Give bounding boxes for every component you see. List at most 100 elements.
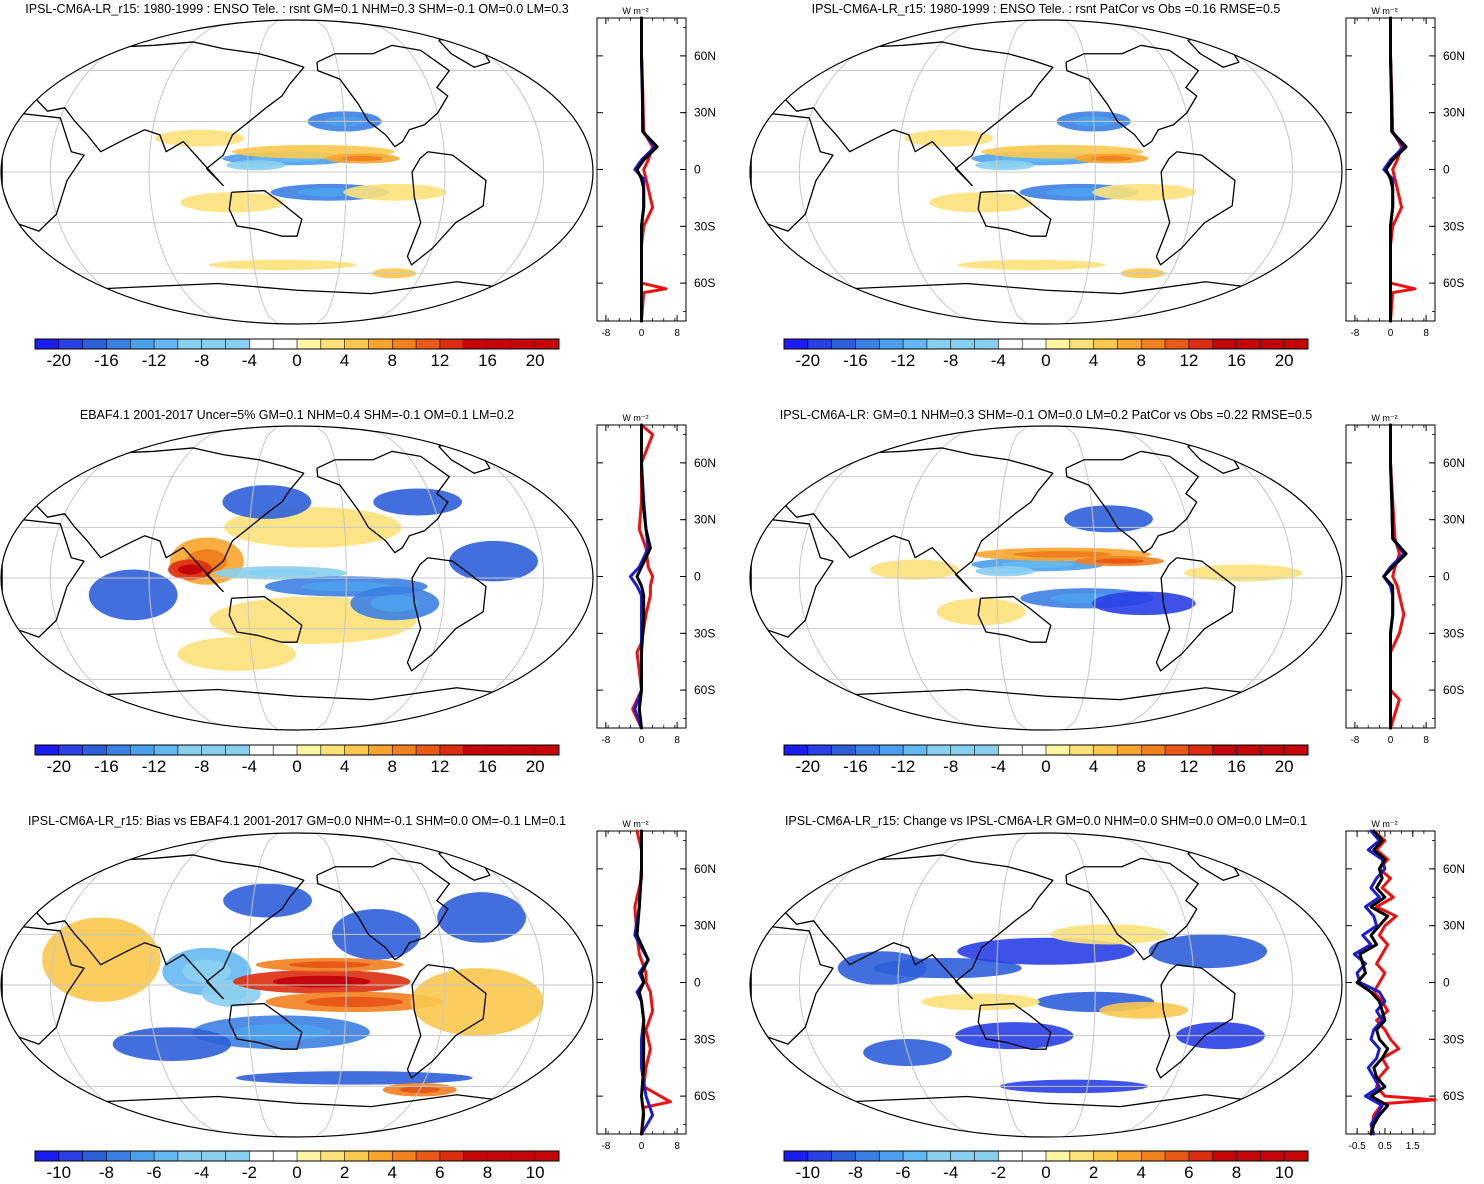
graticule-meridian	[49, 426, 204, 730]
graticule-meridian	[390, 20, 545, 324]
colorbar-tick-label: -20	[47, 757, 72, 776]
profile-unit-label: W m⁻²	[622, 819, 648, 829]
colorbar-tick-label: -20	[47, 351, 72, 370]
map	[750, 833, 1342, 1137]
map-outline	[749, 832, 1343, 1138]
negative-anomaly	[223, 883, 312, 918]
coastline	[32, 447, 305, 593]
negative-anomaly	[449, 540, 538, 582]
colorbar-tick-label: -16	[843, 757, 868, 776]
colorbar-bin	[1236, 1151, 1261, 1161]
anomaly-core	[232, 1023, 330, 1041]
positive-anomaly	[42, 917, 161, 1002]
colorbar-tick-label: -10	[796, 1163, 821, 1182]
graticule-meridian	[247, 833, 279, 1137]
profile-series-difference	[635, 16, 659, 323]
colorbar-bin	[926, 339, 952, 349]
profile-ytick-label: 0	[694, 570, 701, 584]
coastline	[228, 595, 303, 643]
graticule-meridian	[148, 426, 241, 730]
colorbar-bin	[807, 339, 832, 349]
profile-unit-label: W m⁻²	[622, 6, 648, 16]
colorbar-bin	[130, 1151, 155, 1161]
profile-ytick-label: 60S	[694, 1089, 715, 1103]
panel-title: EBAF4.1 2001-2017 Uncer=5% GM=0.1 NHM=0.…	[80, 408, 514, 422]
graticule-meridian	[798, 833, 953, 1137]
colorbar-bin	[439, 745, 465, 755]
coastline	[32, 854, 305, 1000]
profile-ytick-label: 0	[1443, 570, 1450, 584]
profile-series-difference	[635, 829, 650, 1136]
graticule-meridian	[1139, 833, 1294, 1137]
colorbar-bin	[487, 339, 512, 349]
anomaly-core	[370, 594, 420, 612]
coastline	[1065, 450, 1199, 554]
colorbar-tick-label: -8	[943, 757, 958, 776]
colorbar-bin	[831, 339, 856, 349]
profile-unit-label: W m⁻²	[1371, 6, 1397, 16]
colorbar-bin	[1069, 745, 1094, 755]
colorbar-tick-label: -16	[94, 351, 119, 370]
colorbar-bin	[82, 1151, 107, 1161]
colorbar-bin	[416, 339, 441, 349]
profile-xtick-label: 0	[639, 1141, 645, 1152]
graticule-meridian	[1064, 833, 1096, 1137]
colorbar-bin	[273, 1151, 298, 1161]
colorbar-tick-label: 16	[1227, 351, 1246, 370]
colorbar-bin	[1236, 339, 1261, 349]
colorbar-bin	[297, 1151, 322, 1161]
negative-anomaly	[837, 951, 927, 985]
colorbar-bin	[487, 1151, 512, 1161]
colorbar: -20 -16 -12 -8 -4 0 4 8 12 16 20	[783, 338, 1309, 370]
colorbar-tick-label: -12	[142, 351, 167, 370]
map-outline	[0, 832, 594, 1138]
coastline	[1065, 44, 1199, 148]
colorbar-bin	[998, 1151, 1023, 1161]
colorbar-bin	[1022, 1151, 1047, 1161]
colorbar-tick-label: 4	[1089, 757, 1098, 776]
profile-ytick-label: 30N	[1443, 106, 1465, 120]
coastline	[316, 857, 450, 961]
panel-e: IPSL-CM6A-LR_r15: Bias vs EBAF4.1 2001-2…	[0, 814, 716, 1182]
anomaly-core	[243, 569, 318, 577]
panel-d: IPSL-CM6A-LR: GM=0.1 NHM=0.3 SHM=-0.1 OM…	[749, 408, 1465, 776]
coastline	[1155, 557, 1236, 672]
coastline	[69, 281, 525, 295]
coastline	[228, 189, 303, 237]
colorbar-tick-label: 2	[1089, 1163, 1098, 1182]
colorbar-bin	[1141, 1151, 1166, 1161]
panel-title: IPSL-CM6A-LR: GM=0.1 NHM=0.3 SHM=-0.1 OM…	[780, 408, 1313, 422]
colorbar-bin	[344, 745, 369, 755]
panel-c: EBAF4.1 2001-2017 Uncer=5% GM=0.1 NHM=0.…	[0, 408, 716, 776]
anomaly-core	[239, 162, 273, 168]
colorbar-bin	[1212, 339, 1237, 349]
coastline	[228, 1002, 303, 1050]
negative-anomaly	[88, 569, 178, 621]
graticule-meridian	[390, 833, 545, 1137]
colorbar-bin	[1212, 1151, 1237, 1161]
map-outline	[0, 425, 594, 731]
graticule-meridian	[353, 833, 446, 1137]
graticule-meridian	[247, 426, 279, 730]
colorbar-bin	[950, 1151, 975, 1161]
coastline	[406, 557, 487, 672]
colorbar-bin	[879, 339, 904, 349]
colorbar-tick-label: 8	[388, 351, 397, 370]
graticule-meridian	[353, 20, 446, 324]
colorbar-bin	[1260, 339, 1285, 349]
colorbar-tick-label: 10	[526, 1163, 545, 1182]
profile-xtick-label: -0.5	[1349, 1141, 1367, 1152]
colorbar-frame	[783, 744, 1309, 756]
map-outline	[749, 19, 1343, 325]
negative-anomaly	[373, 488, 463, 516]
colorbar-bin	[106, 339, 131, 349]
map-outline	[0, 19, 594, 325]
graticule-meridian	[1139, 20, 1294, 324]
profile-series-difference	[1355, 829, 1390, 1136]
colorbar-tick-label: 8	[1137, 351, 1146, 370]
colorbar-tick-label: 2	[340, 1163, 349, 1182]
colorbar-bin	[82, 745, 107, 755]
colorbar-tick-label: 4	[1089, 351, 1098, 370]
colorbar-tick-label: 4	[1137, 1163, 1146, 1182]
colorbar-bin	[249, 339, 274, 349]
